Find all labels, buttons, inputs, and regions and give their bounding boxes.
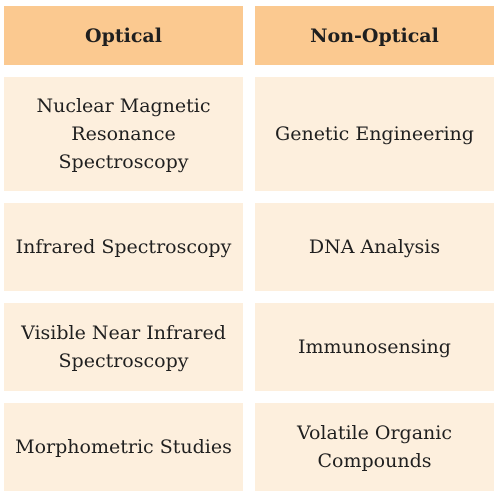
cell-non-optical-2: DNA Analysis — [255, 203, 494, 291]
comparison-table: Optical Non-Optical Nuclear Magnetic Res… — [4, 6, 494, 491]
header-non-optical: Non-Optical — [255, 6, 494, 65]
cell-optical-1: Nuclear Magnetic Resonance Spectroscopy — [4, 77, 243, 191]
cell-non-optical-3: Immunosensing — [255, 303, 494, 391]
cell-optical-2: Infrared Spectroscopy — [4, 203, 243, 291]
cell-optical-3: Visible Near Infrared Spectroscopy — [4, 303, 243, 391]
cell-optical-4: Morphometric Studies — [4, 403, 243, 491]
cell-non-optical-4: Volatile Organic Compounds — [255, 403, 494, 491]
cell-non-optical-1: Genetic Engineering — [255, 77, 494, 191]
header-optical: Optical — [4, 6, 243, 65]
